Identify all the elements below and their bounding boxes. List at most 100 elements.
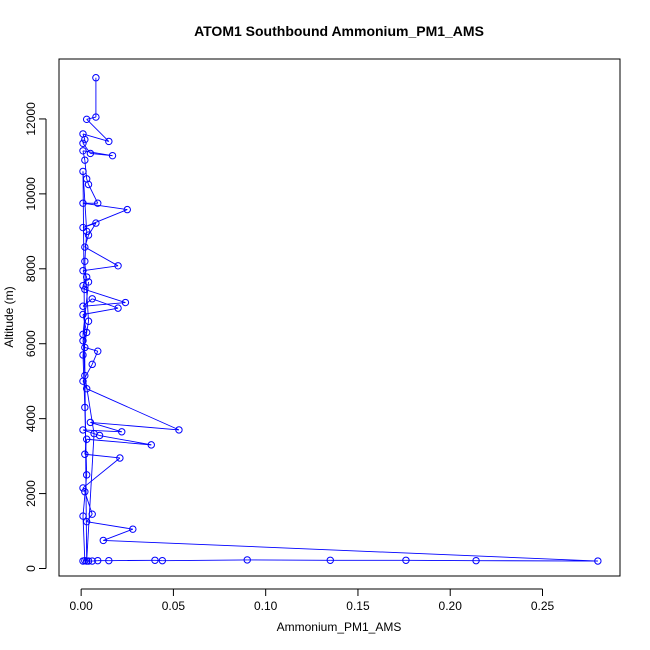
series-segment [86, 521, 133, 530]
x-tick-label: 0.05 [162, 599, 186, 613]
series-segment [82, 354, 86, 408]
data-point [116, 454, 124, 462]
data-point [105, 556, 113, 565]
y-tick-label: 4000 [24, 405, 38, 432]
y-tick-label: 6000 [24, 330, 38, 357]
data-point [79, 147, 87, 155]
data-point [88, 360, 96, 369]
series-segment [82, 222, 97, 229]
data-point [472, 556, 480, 565]
data-point [88, 295, 96, 303]
series-segment [99, 435, 152, 446]
data-point [79, 330, 87, 339]
data-point [90, 429, 98, 438]
data-point [82, 328, 91, 337]
y-axis-label: Altitude (m) [2, 286, 16, 347]
series-segment [90, 421, 122, 433]
data-point [81, 135, 89, 144]
data-point [175, 426, 183, 434]
data-point [79, 199, 87, 207]
y-tick-label: 8000 [24, 255, 38, 282]
y-tick-label: 12000 [24, 102, 38, 136]
series-lines [82, 77, 598, 562]
series-segment [82, 133, 109, 142]
data-point [121, 298, 130, 307]
series-segment [86, 118, 110, 142]
data-point [79, 139, 87, 147]
series-segment [82, 171, 88, 232]
x-tick-label: 0.25 [531, 599, 555, 613]
data-point [118, 428, 126, 436]
series-segment [86, 433, 95, 562]
data-point [84, 231, 93, 239]
series-segment [91, 351, 99, 365]
x-tick-label: 0.00 [69, 599, 93, 613]
data-point [79, 512, 87, 520]
data-point [81, 156, 89, 164]
data-point [123, 205, 131, 214]
x-tick-label: 0.15 [346, 599, 370, 613]
data-point [92, 113, 100, 121]
data-point [82, 517, 91, 526]
data-point [79, 484, 87, 492]
data-point [86, 149, 95, 158]
data-point [94, 556, 102, 565]
data-point [114, 262, 122, 270]
data-point [81, 285, 89, 294]
y-axis: 0 2000 4000 6000 8000 10000 12000 [24, 102, 47, 572]
x-tick-label: 0.10 [254, 599, 278, 613]
chart-title: ATOM1 Southbound Ammonium_PM1_AMS [194, 23, 484, 39]
series-segment [92, 298, 119, 309]
data-point [84, 180, 93, 189]
data-point [147, 441, 155, 449]
series-segment [84, 261, 89, 322]
series-segment [82, 302, 126, 307]
data-point [82, 471, 91, 479]
data-point [81, 450, 89, 458]
series-segment [90, 421, 179, 431]
series-segment [84, 246, 119, 267]
data-point [99, 536, 107, 545]
data-point [79, 351, 87, 359]
data-point [402, 556, 410, 564]
y-tick-label: 0 [24, 565, 38, 572]
data-point [79, 167, 87, 176]
x-axis-label: Ammonium_PM1_AMS [277, 620, 402, 634]
data-point [88, 557, 96, 565]
data-point [81, 403, 89, 412]
data-point [79, 302, 87, 310]
series-segment [82, 429, 122, 433]
data-point [243, 556, 251, 564]
series-segment [86, 116, 97, 120]
series-segment [82, 516, 86, 561]
data-point [92, 219, 100, 227]
series-segment [103, 539, 598, 562]
data-point [82, 557, 91, 565]
data-point [108, 151, 117, 160]
x-tick-label: 0.20 [439, 599, 463, 613]
series-segment [82, 457, 121, 489]
series-segment [82, 150, 86, 161]
series-segment [84, 347, 98, 352]
data-point [82, 227, 91, 236]
series-segment [86, 388, 180, 431]
data-point [81, 343, 89, 352]
series-segment [162, 559, 248, 562]
y-tick-label: 10000 [24, 177, 38, 211]
data-point [86, 418, 95, 427]
data-point [79, 426, 87, 434]
data-point [79, 310, 87, 319]
data-point [92, 74, 100, 82]
data-point [81, 243, 89, 251]
series-segment [82, 202, 128, 211]
data-point [82, 115, 91, 124]
plot-frame [58, 58, 621, 577]
data-point [82, 384, 91, 393]
data-point [84, 278, 93, 286]
series-segment [84, 453, 120, 459]
data-point [79, 266, 87, 275]
series-segment [82, 307, 119, 315]
series-segment [84, 288, 126, 303]
data-point [594, 557, 602, 565]
